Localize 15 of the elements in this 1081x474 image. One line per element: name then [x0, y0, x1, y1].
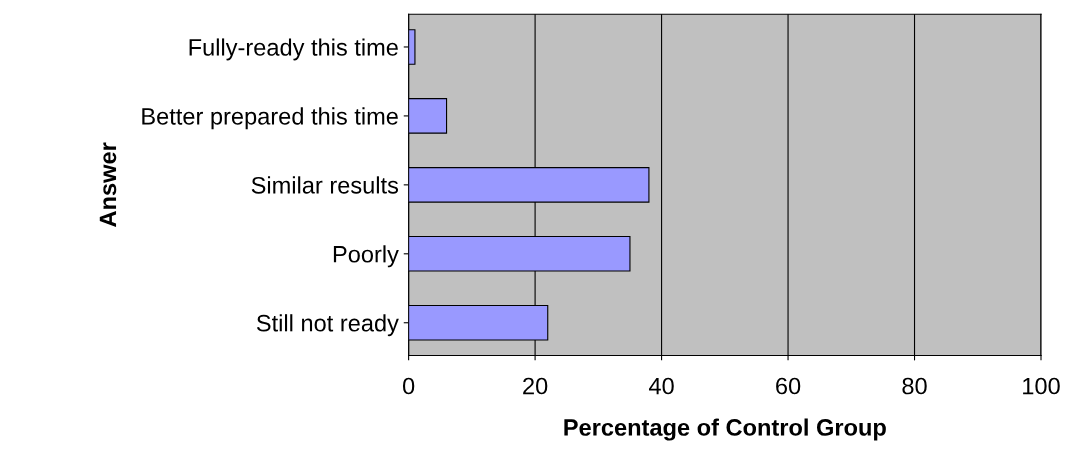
y-tick-label: Fully-ready this time: [189, 38, 398, 61]
x-tick-label: 100: [1023, 377, 1060, 395]
bar: [408, 98, 448, 134]
y-axis-title: Answer: [99, 142, 117, 227]
x-axis-title: Percentage of Control Group: [564, 418, 886, 441]
y-tick-label: Better prepared this time: [142, 107, 398, 130]
x-tick-label: 20: [523, 377, 548, 395]
x-tick-label: 80: [902, 377, 927, 395]
x-tick-label: 60: [776, 377, 801, 395]
bar: [408, 29, 416, 65]
y-tick-label: Poorly: [333, 245, 399, 268]
x-tick-label: 0: [402, 377, 415, 395]
y-tick-label: Still not ready: [256, 314, 399, 337]
x-tick-label: 40: [648, 377, 674, 395]
y-tick-label: Similar results: [251, 176, 399, 194]
